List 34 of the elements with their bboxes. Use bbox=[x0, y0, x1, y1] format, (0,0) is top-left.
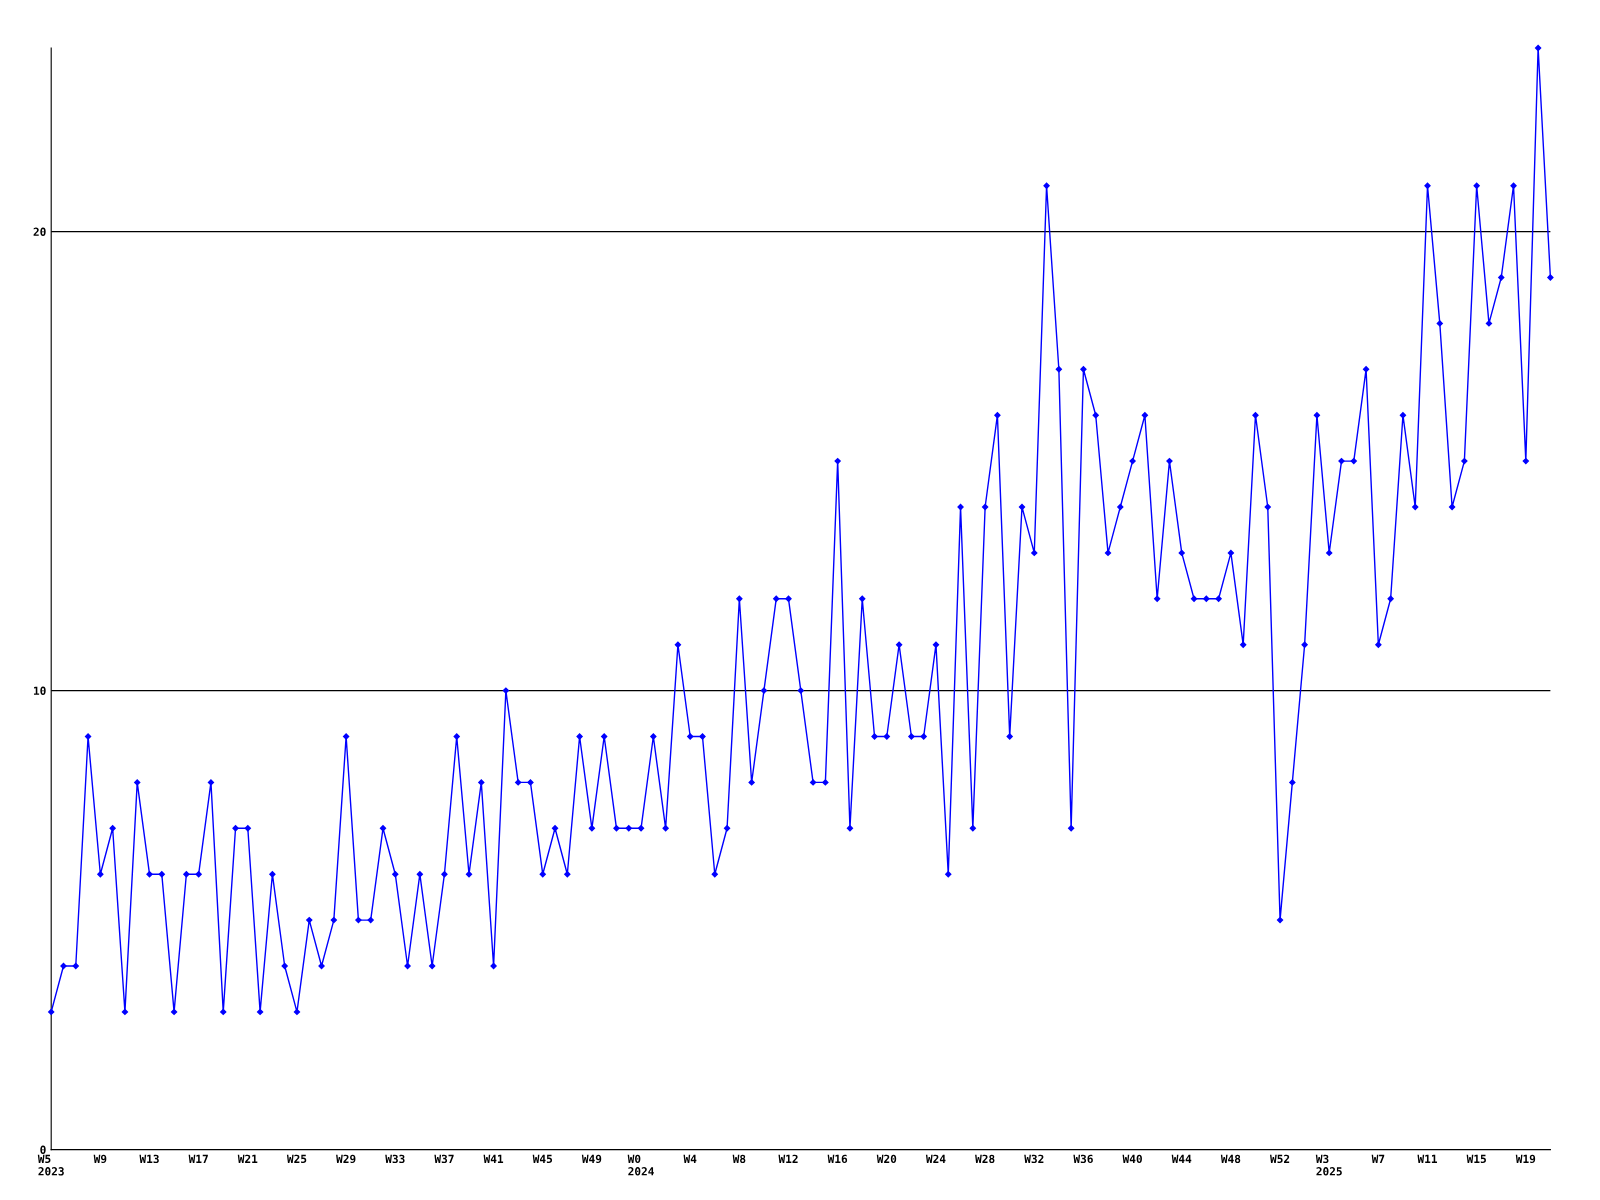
x-tick-label: W7 bbox=[1371, 1154, 1385, 1163]
x-tick-label: W8 bbox=[732, 1154, 746, 1164]
x-tick-label: W20 bbox=[876, 1154, 897, 1164]
x-tick-label: W25 bbox=[286, 1154, 307, 1164]
x-tick-label: W24 bbox=[925, 1154, 946, 1163]
x-tick-label: W28 bbox=[975, 1154, 995, 1164]
x-tick-label: W45 bbox=[532, 1154, 553, 1164]
x-tick-label: W29 bbox=[336, 1154, 356, 1164]
x-tick-label: W5 2023 bbox=[37, 1154, 64, 1176]
x-tick-label: W4 bbox=[683, 1154, 697, 1163]
x-tick-label: W52 bbox=[1270, 1154, 1290, 1164]
x-tick-label: W15 bbox=[1466, 1154, 1486, 1164]
x-tick-label: W49 bbox=[581, 1154, 602, 1164]
x-tick-label: W11 bbox=[1417, 1154, 1438, 1163]
x-tick-label: W19 bbox=[1515, 1154, 1536, 1164]
y-tick-label: 0 bbox=[40, 1145, 46, 1154]
x-tick-label: W21 bbox=[237, 1154, 258, 1163]
x-tick-label: W3 2025 bbox=[1315, 1154, 1342, 1176]
x-tick-label: W12 bbox=[778, 1154, 798, 1163]
x-tick-label: W32 bbox=[1024, 1154, 1044, 1164]
x-tick-label: W40 bbox=[1122, 1154, 1142, 1164]
x-tick-label: W16 bbox=[827, 1154, 848, 1164]
x-tick-label: W37 bbox=[434, 1154, 454, 1164]
y-tick-label: 10 bbox=[33, 686, 46, 695]
x-tick-label: W44 bbox=[1171, 1154, 1192, 1163]
x-tick-label: W33 bbox=[385, 1154, 405, 1164]
x-tick-label: W17 bbox=[188, 1154, 208, 1163]
x-tick-label: W0 2024 bbox=[627, 1154, 654, 1176]
x-tick-label: W41 bbox=[483, 1154, 504, 1163]
x-tick-label: W36 bbox=[1073, 1154, 1093, 1164]
x-tick-label: W9 bbox=[93, 1154, 107, 1164]
y-tick-label: 20 bbox=[33, 227, 46, 236]
x-tick-label: W48 bbox=[1220, 1154, 1241, 1164]
x-tick-label: W13 bbox=[139, 1154, 159, 1164]
